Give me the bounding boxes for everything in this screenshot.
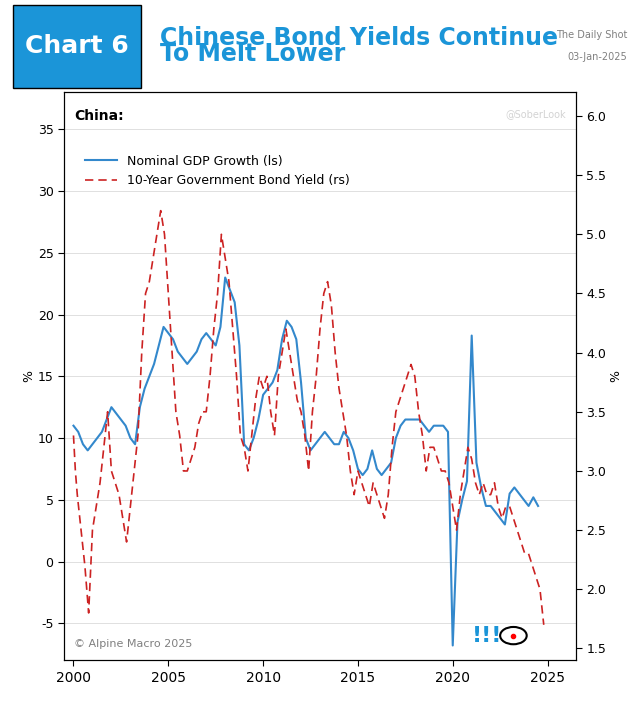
Text: The Daily Shot: The Daily Shot — [556, 30, 627, 40]
Text: @SoberLook: @SoberLook — [505, 109, 566, 119]
Text: China:: China: — [74, 109, 124, 124]
Text: Chinese Bond Yields Continue: Chinese Bond Yields Continue — [160, 26, 558, 50]
Text: © Alpine Macro 2025: © Alpine Macro 2025 — [74, 639, 193, 649]
Y-axis label: %: % — [22, 371, 35, 382]
Text: 03-Jan-2025: 03-Jan-2025 — [568, 53, 627, 62]
Text: Chart 6: Chart 6 — [25, 34, 129, 58]
Text: !!!: !!! — [472, 626, 502, 645]
Y-axis label: %: % — [609, 371, 622, 382]
Text: To Melt Lower: To Melt Lower — [160, 43, 345, 67]
FancyBboxPatch shape — [13, 4, 141, 87]
Legend: Nominal GDP Growth (ls), 10-Year Government Bond Yield (rs): Nominal GDP Growth (ls), 10-Year Governm… — [81, 150, 355, 192]
